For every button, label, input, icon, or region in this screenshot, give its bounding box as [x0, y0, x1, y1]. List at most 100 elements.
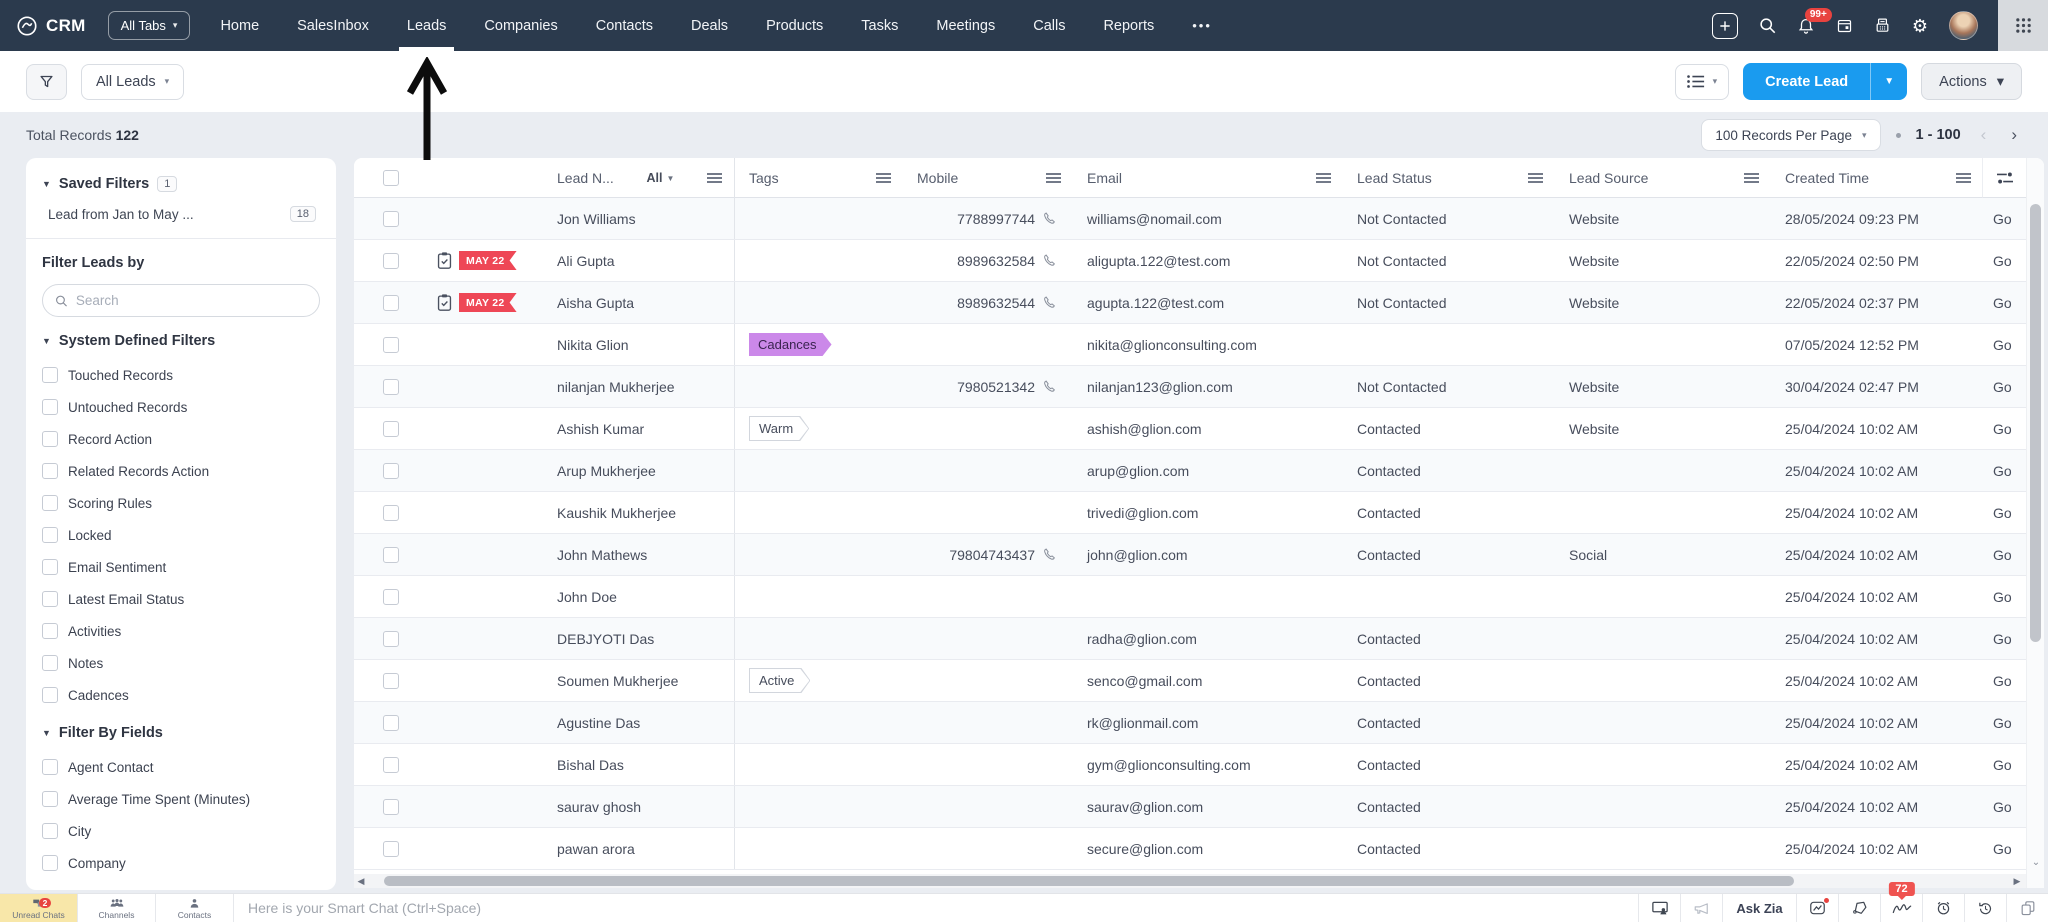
row-checkbox[interactable]	[383, 252, 399, 269]
field-filter-item[interactable]: Average Time Spent (Minutes)	[42, 783, 320, 815]
email-cell[interactable]: aligupta.122@test.com	[1087, 252, 1231, 269]
pos-terminal-button[interactable]	[1874, 17, 1891, 34]
lead-name-cell[interactable]: saurav ghosh	[543, 786, 735, 827]
row-checkbox[interactable]	[383, 420, 399, 437]
system-filter-item[interactable]: Latest Email Status	[42, 583, 320, 615]
lead-row[interactable]: pawan arora secure@glion.com Contacted 25/0…	[354, 828, 2044, 870]
lead-row[interactable]: MAY 22 Ali Gupta 8989632584 aligupta.122@te…	[354, 240, 2044, 282]
header-mobile[interactable]: Mobile	[903, 158, 1073, 198]
next-page-button[interactable]: ›	[2011, 125, 2017, 144]
column-menu-icon[interactable]	[1528, 177, 1543, 179]
row-checkbox[interactable]	[383, 378, 399, 395]
lead-row[interactable]: MAY 22 Aisha Gupta 8989632544 agupta.122@te…	[354, 282, 2044, 324]
email-cell[interactable]: nikita@glionconsulting.com	[1087, 336, 1257, 353]
nav-tab-salesinbox[interactable]: SalesInbox	[297, 17, 369, 34]
email-cell[interactable]: trivedi@glion.com	[1087, 504, 1199, 521]
lead-name-cell[interactable]: Agustine Das	[543, 702, 735, 743]
row-checkbox[interactable]	[383, 714, 399, 731]
all-tabs-dropdown[interactable]: All Tabs ▾	[107, 11, 191, 40]
filter-search-input[interactable]	[75, 293, 307, 308]
row-checkbox[interactable]	[383, 588, 399, 605]
phone-icon[interactable]	[1042, 253, 1057, 268]
screen-share-icon[interactable]	[1638, 894, 1680, 922]
field-filter-item[interactable]: Agent Contact	[42, 751, 320, 783]
saved-filter-item[interactable]: Lead from Jan to May ... 18	[48, 206, 320, 222]
nav-more-button[interactable]: •••	[1192, 18, 1212, 33]
chat-tab-channels[interactable]: Channels	[78, 894, 156, 922]
horizontal-scrollbar-thumb[interactable]	[384, 876, 1794, 886]
lead-name-cell[interactable]: Ashish Kumar	[543, 408, 735, 449]
field-filter-item[interactable]: Company	[42, 847, 320, 879]
system-filter-item[interactable]: Email Sentiment	[42, 551, 320, 583]
lead-name-cell[interactable]: DEBJYOTI Das	[543, 618, 735, 659]
phone-icon[interactable]	[1042, 211, 1057, 226]
email-cell[interactable]	[1073, 576, 1343, 617]
column-menu-icon[interactable]	[1046, 177, 1061, 179]
lead-name-cell[interactable]: Jon Williams	[543, 198, 735, 239]
row-checkbox[interactable]	[383, 546, 399, 563]
checkbox[interactable]	[42, 687, 58, 703]
lead-name-cell[interactable]: Aisha Gupta	[543, 282, 735, 323]
system-filter-item[interactable]: Scoring Rules	[42, 487, 320, 519]
header-lead-source[interactable]: Lead Source	[1555, 158, 1771, 198]
checkbox[interactable]	[42, 431, 58, 447]
row-checkbox[interactable]	[383, 462, 399, 479]
row-checkbox[interactable]	[383, 798, 399, 815]
system-filter-item[interactable]: Notes	[42, 647, 320, 679]
nav-tab-deals[interactable]: Deals	[690, 17, 729, 34]
checkbox[interactable]	[42, 527, 58, 543]
checkbox[interactable]	[42, 855, 58, 871]
lead-name-cell[interactable]: pawan arora	[543, 828, 735, 869]
chat-tab-unread-chats[interactable]: 2 Unread Chats	[0, 894, 78, 922]
nav-tab-companies[interactable]: Companies	[484, 17, 558, 34]
email-cell[interactable]: williams@nomail.com	[1087, 210, 1222, 227]
alarm-icon[interactable]	[1922, 894, 1964, 922]
row-checkbox[interactable]	[383, 336, 399, 353]
column-menu-icon[interactable]	[1744, 177, 1759, 179]
view-selector-dropdown[interactable]: All Leads ▾	[81, 63, 185, 100]
email-cell[interactable]: radha@glion.com	[1087, 630, 1197, 647]
lead-name-cell[interactable]: Ali Gupta	[543, 240, 735, 281]
checkbox[interactable]	[42, 559, 58, 575]
nav-tab-reports[interactable]: Reports	[1103, 17, 1155, 34]
email-cell[interactable]: ashish@glion.com	[1087, 420, 1202, 437]
checkbox[interactable]	[42, 463, 58, 479]
phone-icon[interactable]	[1042, 295, 1057, 310]
tag-badge[interactable]: Active	[749, 668, 810, 693]
header-created-time[interactable]: Created Time	[1771, 158, 1983, 198]
column-menu-icon[interactable]	[876, 177, 891, 179]
email-cell[interactable]: nilanjan123@glion.com	[1087, 378, 1233, 395]
lead-row[interactable]: nilanjan Mukherjee 7980521342 nilanjan123@…	[354, 366, 2044, 408]
nav-tab-leads[interactable]: Leads	[398, 0, 454, 51]
previous-page-button[interactable]: ‹	[1980, 125, 1987, 144]
row-checkbox[interactable]	[383, 630, 399, 647]
tag-badge[interactable]: Warm	[749, 416, 809, 441]
lead-row[interactable]: DEBJYOTI Das radha@glion.com Contacted 25/0…	[354, 618, 2044, 660]
checkbox[interactable]	[42, 791, 58, 807]
checkbox[interactable]	[42, 759, 58, 775]
nav-tab-contacts[interactable]: Contacts	[595, 17, 653, 34]
system-filter-item[interactable]: Untouched Records	[42, 391, 320, 423]
email-cell[interactable]: rk@glionmail.com	[1087, 714, 1199, 731]
filter-button[interactable]	[26, 63, 67, 100]
bell-button[interactable]: 99+	[1797, 7, 1832, 35]
lead-name-cell[interactable]: Arup Mukherjee	[543, 450, 735, 491]
zia-signature-icon[interactable]: 72	[1880, 882, 1922, 922]
email-cell[interactable]: secure@glion.com	[1087, 840, 1204, 857]
zoho-logo-icon[interactable]	[16, 15, 38, 37]
analytics-icon[interactable]	[1796, 894, 1838, 922]
vertical-scrollbar-thumb[interactable]	[2030, 204, 2041, 642]
system-filter-item[interactable]: Activities	[42, 615, 320, 647]
checkbox[interactable]	[42, 623, 58, 639]
lead-row[interactable]: Agustine Das rk@glionmail.com Contacted 25/…	[354, 702, 2044, 744]
lead-row[interactable]: John Doe 25/04/2024 10:02 AM Go	[354, 576, 2044, 618]
horizontal-scrollbar[interactable]: ◀ ▶	[354, 874, 2026, 888]
email-cell[interactable]: senco@gmail.com	[1087, 672, 1203, 689]
nav-tab-home[interactable]: Home	[220, 17, 260, 34]
nav-tab-meetings[interactable]: Meetings	[936, 17, 996, 34]
checkbox[interactable]	[42, 399, 58, 415]
add-button[interactable]	[1711, 12, 1738, 39]
lead-name-cell[interactable]: Bishal Das	[543, 744, 735, 785]
lead-row[interactable]: Arup Mukherjee arup@glion.com Contacted 25/…	[354, 450, 2044, 492]
lead-name-all-filter[interactable]: All ▼	[646, 171, 674, 185]
